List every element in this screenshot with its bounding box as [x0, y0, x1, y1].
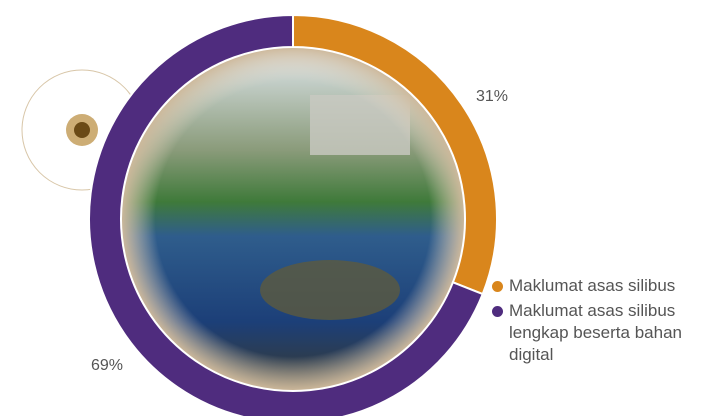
legend-swatch	[492, 306, 503, 317]
legend-item: Maklumat asas silibus lengkap beserta ba…	[492, 300, 707, 366]
value-label: 69%	[91, 357, 123, 374]
donut-slice	[88, 13, 484, 416]
legend-swatch	[492, 281, 503, 292]
legend-item: Maklumat asas silibus	[492, 275, 707, 297]
value-label: 31%	[476, 88, 508, 105]
legend-label: Maklumat asas silibus lengkap beserta ba…	[509, 301, 682, 364]
background-ornament	[21, 69, 143, 191]
legend-label: Maklumat asas silibus	[509, 276, 676, 295]
legend: Maklumat asas silibus Maklumat asas silib…	[492, 275, 707, 369]
center-photo	[121, 47, 465, 391]
